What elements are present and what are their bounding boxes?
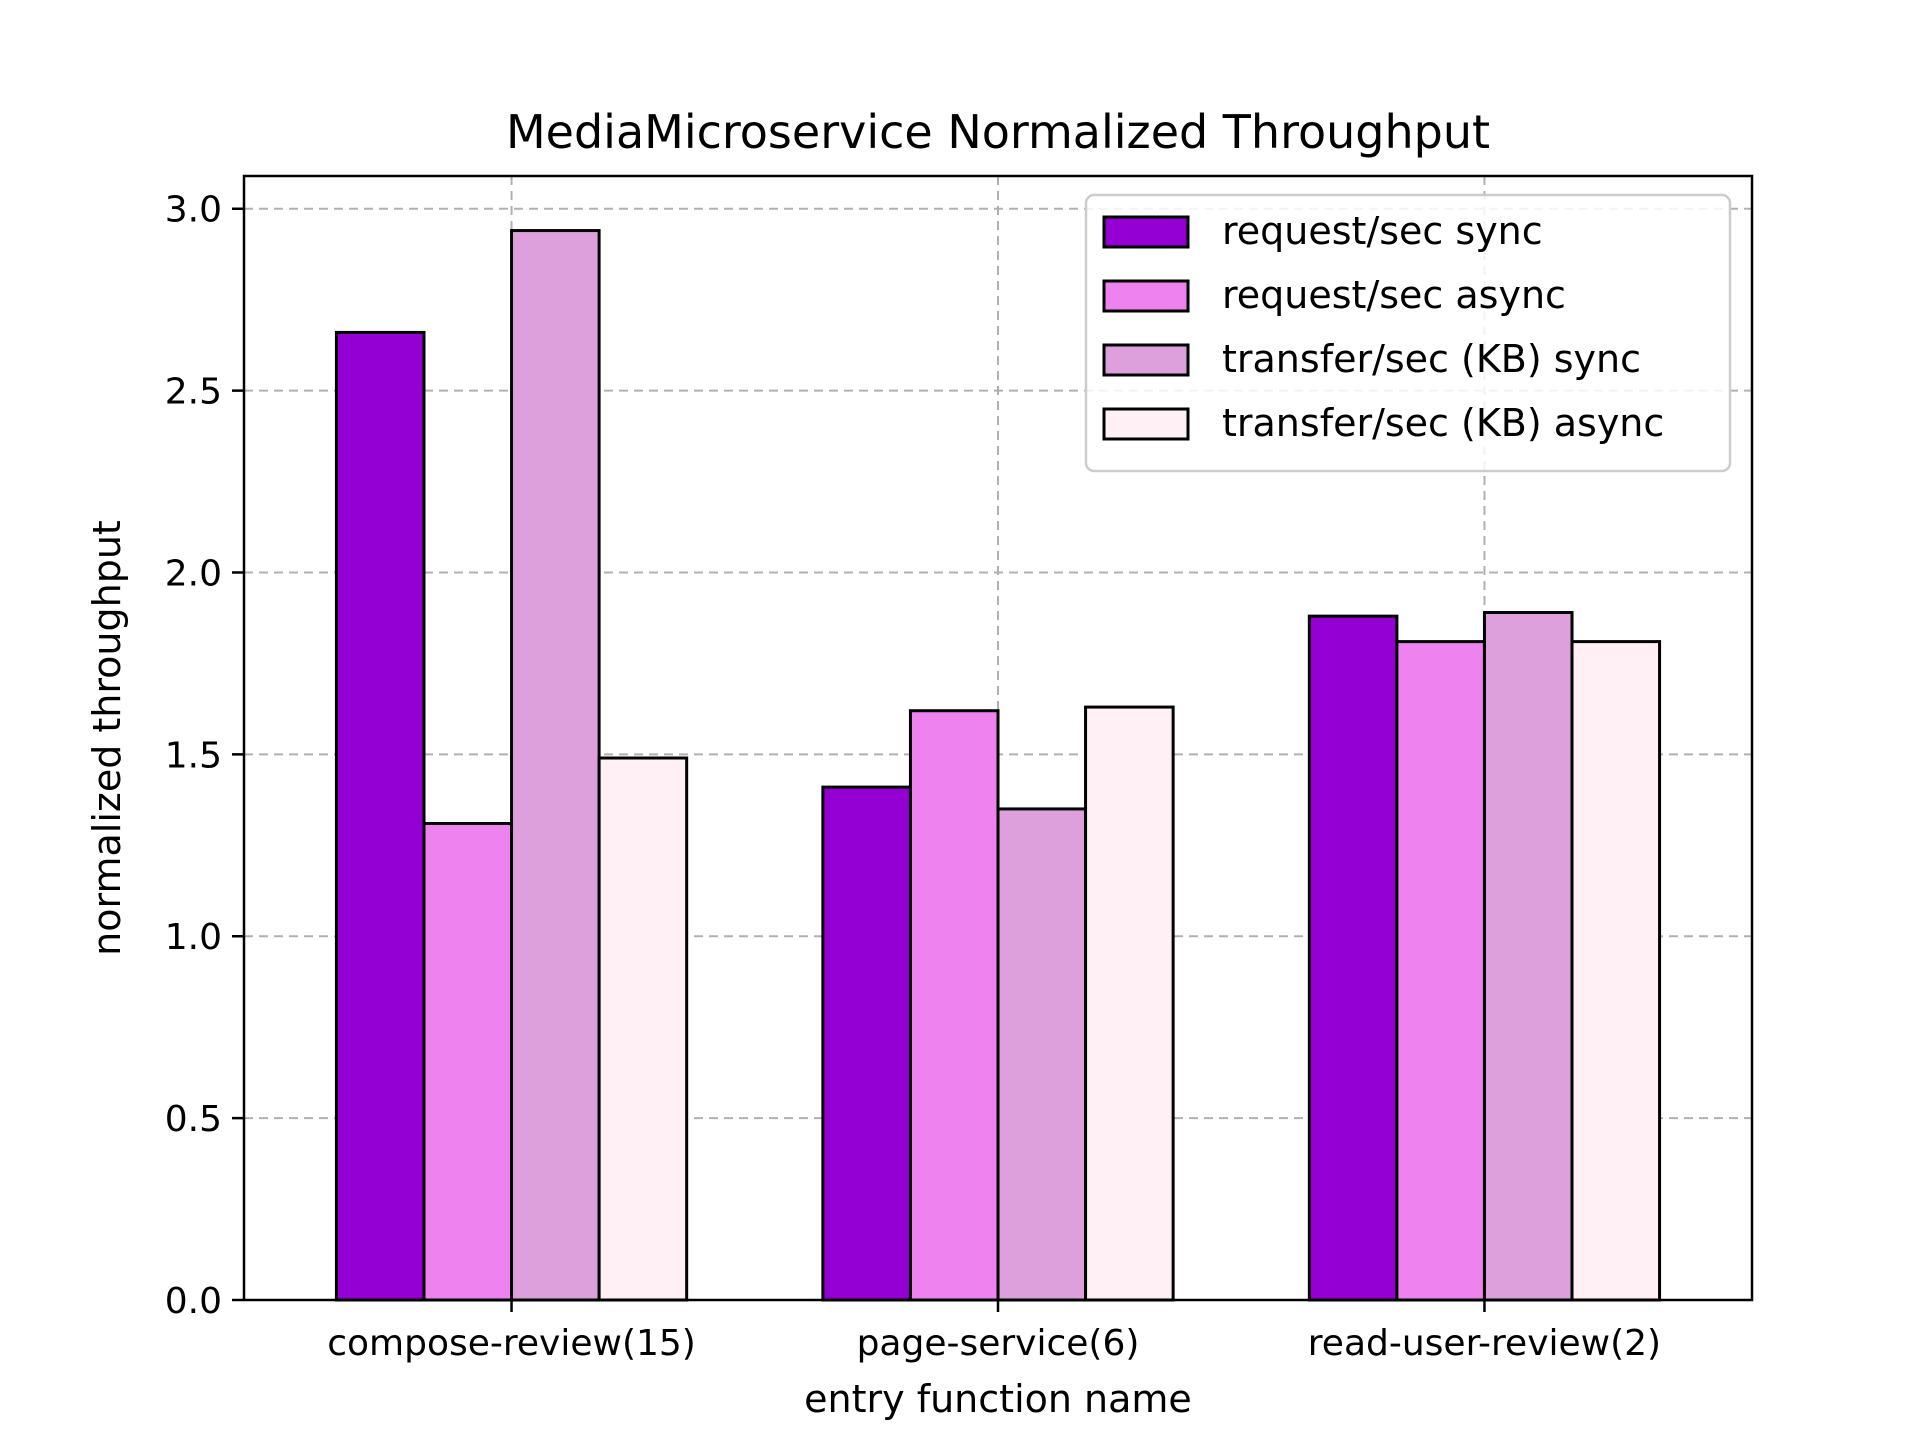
- bar: [821, 785, 912, 1302]
- x-tick-label: compose-review(15): [327, 1323, 696, 1364]
- bar: [908, 709, 1000, 1302]
- x-axis-label: entry function name: [804, 1377, 1192, 1421]
- chart-title: MediaMicroservice Normalized Throughput: [506, 105, 1490, 159]
- bar: [510, 229, 601, 1302]
- bar: [422, 821, 514, 1302]
- legend-swatch: [1102, 279, 1190, 313]
- y-tick-label: 3.0: [165, 190, 222, 231]
- bar: [1570, 640, 1662, 1302]
- x-tick-label: page-service(6): [857, 1323, 1140, 1364]
- legend-label: request/sec sync: [1222, 209, 1543, 253]
- y-tick-label: 2.5: [165, 372, 222, 413]
- bar: [1395, 640, 1486, 1302]
- legend-label: transfer/sec (KB) sync: [1222, 337, 1641, 381]
- x-axis: compose-review(15) page-service(6) read-us…: [327, 1300, 1661, 1364]
- legend-swatch: [1102, 215, 1190, 249]
- y-tick-label: 0.5: [165, 1099, 222, 1140]
- legend[interactable]: request/sec sync request/sec async transfe…: [1084, 193, 1732, 473]
- bar: [1482, 611, 1574, 1302]
- y-axis-label: normalized throughput: [85, 520, 129, 956]
- legend-label: request/sec async: [1222, 273, 1566, 317]
- bar: [1307, 614, 1399, 1302]
- bar: [597, 756, 689, 1302]
- y-tick-label: 2.0: [165, 553, 222, 594]
- x-tick-label: read-user-review(2): [1308, 1323, 1661, 1364]
- y-tick-label: 1.5: [165, 735, 222, 776]
- y-tick-label: 0.0: [165, 1281, 222, 1322]
- legend-box: [1084, 193, 1732, 473]
- bar: [996, 807, 1088, 1302]
- legend-swatch: [1102, 343, 1190, 377]
- bar: [1084, 705, 1175, 1302]
- bars: [334, 229, 1662, 1302]
- bar: [334, 330, 426, 1302]
- legend-swatch: [1102, 407, 1190, 441]
- legend-label: transfer/sec (KB) async: [1222, 401, 1664, 445]
- y-axis: 0.0 0.5 1.0 1.5 2.0 2.5 3.0: [165, 190, 244, 1322]
- y-tick-label: 1.0: [165, 917, 222, 958]
